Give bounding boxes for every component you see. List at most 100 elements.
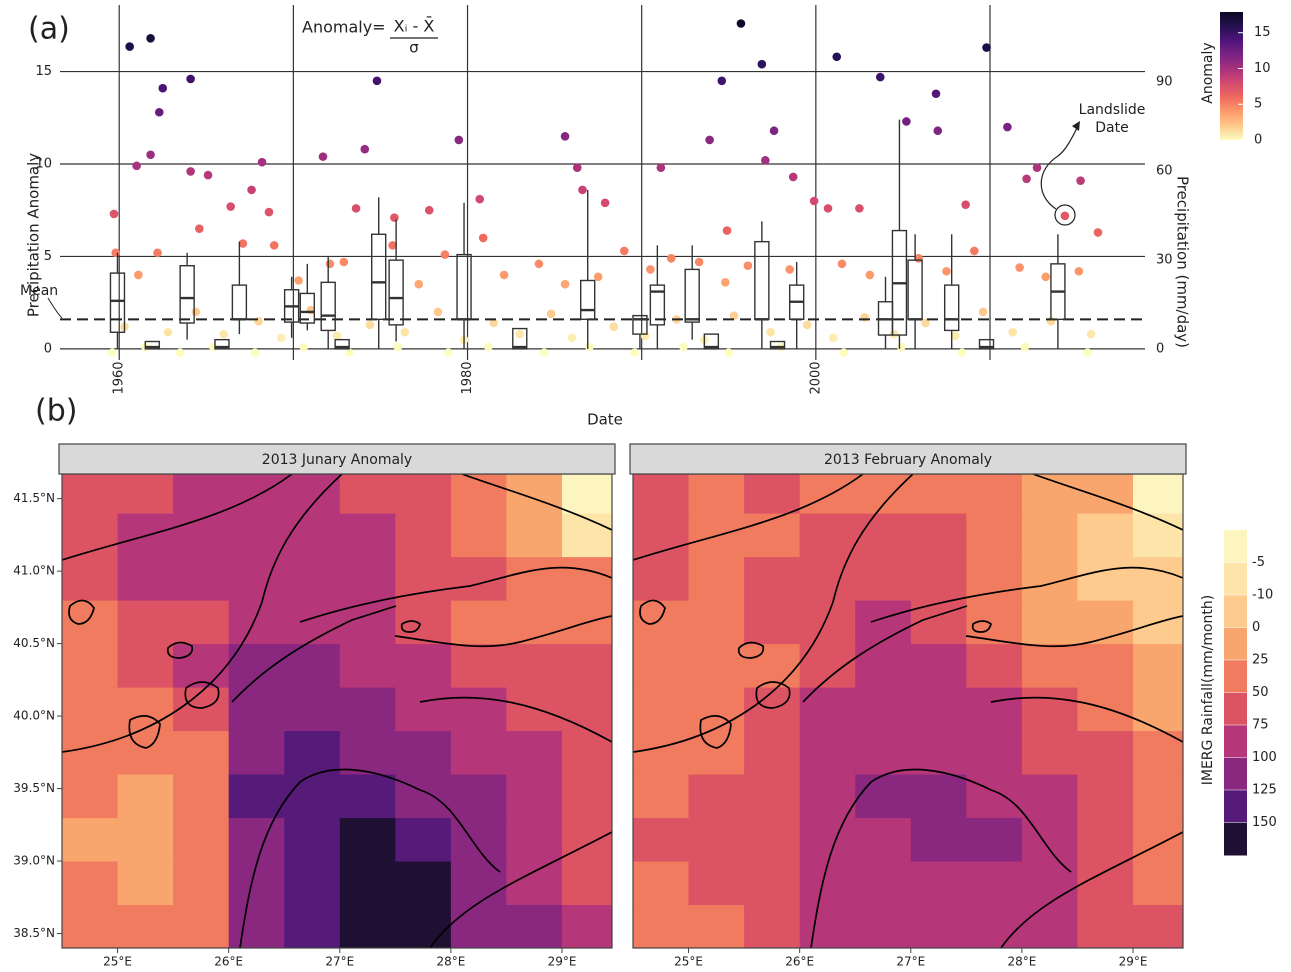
- y-tick-label: 39.0°N: [13, 854, 55, 868]
- heatmap-cell: [395, 557, 451, 601]
- colorbar-band: [1224, 823, 1247, 856]
- point: [855, 204, 864, 213]
- heatmap-cell: [229, 687, 285, 731]
- heatmap-cell: [1077, 644, 1133, 688]
- heatmap-cell: [744, 644, 800, 688]
- heatmap-cell: [451, 470, 507, 514]
- heatmap-cell: [966, 513, 1022, 557]
- heatmap-cell: [911, 687, 967, 731]
- heatmap-cell: [800, 470, 856, 514]
- heatmap-cell: [562, 861, 618, 905]
- heatmap-cell: [562, 774, 618, 818]
- y-tick-label: 40.5°N: [13, 636, 55, 650]
- heatmap-cell: [800, 818, 856, 862]
- point: [942, 267, 951, 276]
- point: [366, 321, 375, 330]
- heatmap-cell: [451, 731, 507, 775]
- colorbar-label: 125: [1252, 783, 1277, 798]
- heatmap-cell: [1022, 644, 1078, 688]
- y-tick-label: 0: [44, 341, 52, 356]
- colorbar-tick-label: 0: [1254, 133, 1262, 148]
- heatmap-cell: [1022, 513, 1078, 557]
- point: [219, 330, 228, 339]
- point: [146, 150, 155, 159]
- heatmap-cell: [800, 557, 856, 601]
- heatmap-cell: [744, 905, 800, 949]
- heatmap-cell: [62, 731, 118, 775]
- box: [372, 234, 386, 319]
- point: [390, 213, 399, 222]
- point: [247, 186, 256, 195]
- heatmap-cell: [911, 731, 967, 775]
- colorbar-band: [1224, 790, 1247, 823]
- heatmap-cell: [1022, 774, 1078, 818]
- heatmap-cell: [118, 905, 174, 949]
- colorbar-band: [1224, 758, 1247, 791]
- heatmap-cell: [1022, 905, 1078, 949]
- heatmap-cell: [284, 644, 340, 688]
- formula-lhs: Anomaly=: [302, 18, 386, 37]
- point: [561, 132, 570, 141]
- point: [1003, 123, 1012, 132]
- point: [270, 241, 279, 250]
- heatmap-cell: [744, 600, 800, 644]
- heatmap-cell: [800, 600, 856, 644]
- point: [620, 247, 629, 256]
- heatmap-cell: [62, 818, 118, 862]
- box: [755, 242, 769, 320]
- heatmap-cell: [284, 600, 340, 644]
- y2-tick-label: 60: [1156, 164, 1173, 179]
- heatmap-cell: [506, 818, 562, 862]
- colorbar-label: 0: [1252, 620, 1260, 635]
- point: [484, 343, 493, 352]
- x-tick-label: 25°E: [103, 955, 132, 969]
- point: [153, 248, 162, 257]
- heatmap-cell: [340, 644, 396, 688]
- heatmap-cell: [340, 557, 396, 601]
- point: [254, 317, 263, 326]
- heatmap-cell: [173, 861, 229, 905]
- y-tick-label: 41.5°N: [13, 491, 55, 505]
- y-tick-label: 41.0°N: [13, 564, 55, 578]
- heatmap-cell: [1133, 557, 1189, 601]
- heatmap-cell: [633, 861, 689, 905]
- colorbar: [1220, 12, 1243, 140]
- point: [766, 328, 775, 337]
- point: [876, 73, 885, 82]
- heatmap-cell: [966, 687, 1022, 731]
- heatmap-cell: [62, 861, 118, 905]
- annotation: Landslide: [1079, 102, 1146, 118]
- heatmap-cell: [340, 861, 396, 905]
- point: [176, 348, 185, 357]
- point: [568, 334, 577, 343]
- point: [679, 343, 688, 352]
- point: [226, 202, 235, 211]
- panel-label: (a): [28, 12, 70, 47]
- heatmap-cell: [633, 644, 689, 688]
- point: [890, 330, 899, 339]
- heatmap-cell: [689, 600, 745, 644]
- point: [705, 136, 714, 145]
- heatmap-cell: [451, 513, 507, 557]
- point: [540, 348, 549, 357]
- point: [789, 173, 798, 182]
- heatmap-cell: [911, 861, 967, 905]
- heatmap-cell: [800, 731, 856, 775]
- point: [441, 250, 450, 259]
- heatmap-cell: [451, 905, 507, 949]
- point: [164, 328, 173, 337]
- colorbar-label: 50: [1252, 685, 1269, 700]
- heatmap-cell: [284, 687, 340, 731]
- point: [204, 171, 213, 180]
- heatmap-cell: [451, 644, 507, 688]
- box: [685, 269, 699, 322]
- heatmap-cell: [562, 557, 618, 601]
- point: [110, 210, 119, 219]
- point: [479, 234, 488, 243]
- heatmap-cell: [118, 470, 174, 514]
- heatmap-cell: [855, 513, 911, 557]
- heatmap-cell: [800, 513, 856, 557]
- heatmap-cell: [855, 731, 911, 775]
- heatmap-cell: [744, 687, 800, 731]
- point: [601, 199, 610, 208]
